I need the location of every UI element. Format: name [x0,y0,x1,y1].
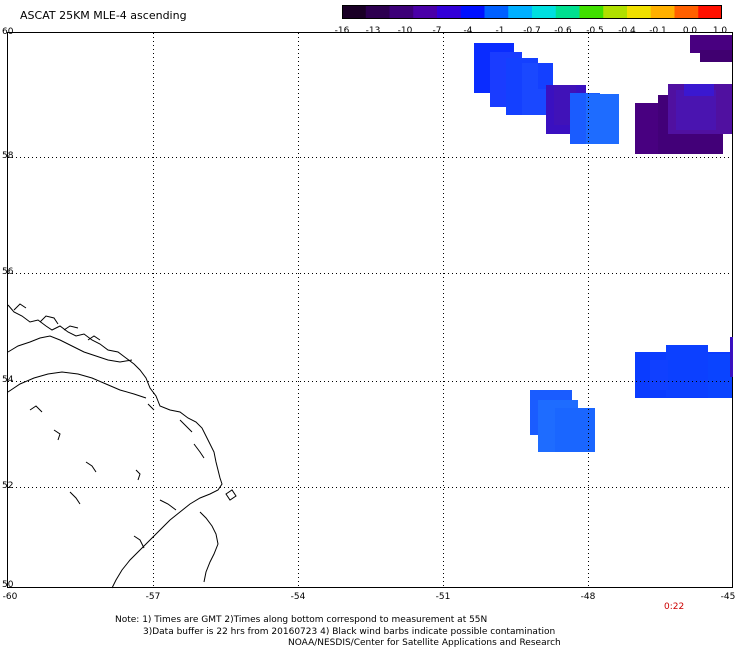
data-tile [650,360,668,390]
colorbar-cell [342,5,367,19]
colorbar-cell [460,5,486,19]
colorbar-label: -7 [432,26,442,36]
lat-label: 50 [2,580,14,590]
colorbar-label: -16 [334,26,350,36]
lon-label: -51 [435,592,451,602]
colorbar-cell [437,5,462,19]
lon-label: -54 [290,592,306,602]
data-tile [690,35,732,53]
colorbar-label: -1 [495,26,505,36]
data-tile [684,84,714,96]
colorbar-cell [508,5,533,19]
colorbar [342,5,722,19]
graticule [8,33,732,587]
lon-label: -48 [580,592,596,602]
lon-label: -60 [2,592,18,602]
colorbar-label: -0.7 [523,26,541,36]
colorbar-cell [603,5,628,19]
data-tile [666,345,708,397]
colorbar-label: -4 [463,26,473,36]
map-title: ASCAT 25KM MLE-4 ascending [20,9,187,22]
note-line: Note: 1) Times are GMT 2)Times along bot… [115,615,488,625]
map-frame [7,32,733,588]
time-label: 0:22 [664,602,685,612]
colorbar-cell [650,5,676,19]
colorbar-label: -0.6 [554,26,572,36]
data-tile [538,63,553,89]
note-line: 3)Data buffer is 22 hrs from 20160723 4)… [143,627,556,637]
note-line: NOAA/NESDIS/Center for Satellite Applica… [288,638,561,648]
colorbar-cell [389,5,414,19]
lon-label: -45 [720,592,736,602]
colorbar-cell [674,5,699,19]
colorbar-cell [698,5,722,19]
colorbar-label: -10 [397,26,413,36]
lat-label: 56 [2,267,14,277]
data-tile [700,50,732,62]
coastline [7,303,237,589]
data-tile [730,337,733,377]
lat-label: 52 [2,481,14,491]
data-tile [708,354,732,398]
colorbar-cell [365,5,391,19]
wind-data-tiles [474,35,733,452]
colorbar-label: -0.4 [618,26,636,36]
colorbar-cell [532,5,557,19]
colorbar-label: -0.1 [649,26,667,36]
colorbar-label: -13 [365,26,381,36]
colorbar-cell [555,5,581,19]
colorbar-cell [413,5,438,19]
colorbar-label: -0.5 [586,26,604,36]
colorbar-cell [627,5,652,19]
colorbar-cell [579,5,604,19]
lon-label: -57 [145,592,161,602]
lat-label: 60 [2,27,14,37]
colorbar-label: 1.0 [712,26,728,36]
colorbar-label: 0.0 [682,26,698,36]
colorbar-labels: -16 -13 -10 -7 -4 -1 -0.7 -0.6 -0.5 -0.4… [0,26,740,38]
colorbar-cell [484,5,509,19]
data-tile [676,90,716,130]
lat-label: 58 [2,151,14,161]
lat-label: 54 [2,375,14,385]
data-tile [586,94,619,144]
